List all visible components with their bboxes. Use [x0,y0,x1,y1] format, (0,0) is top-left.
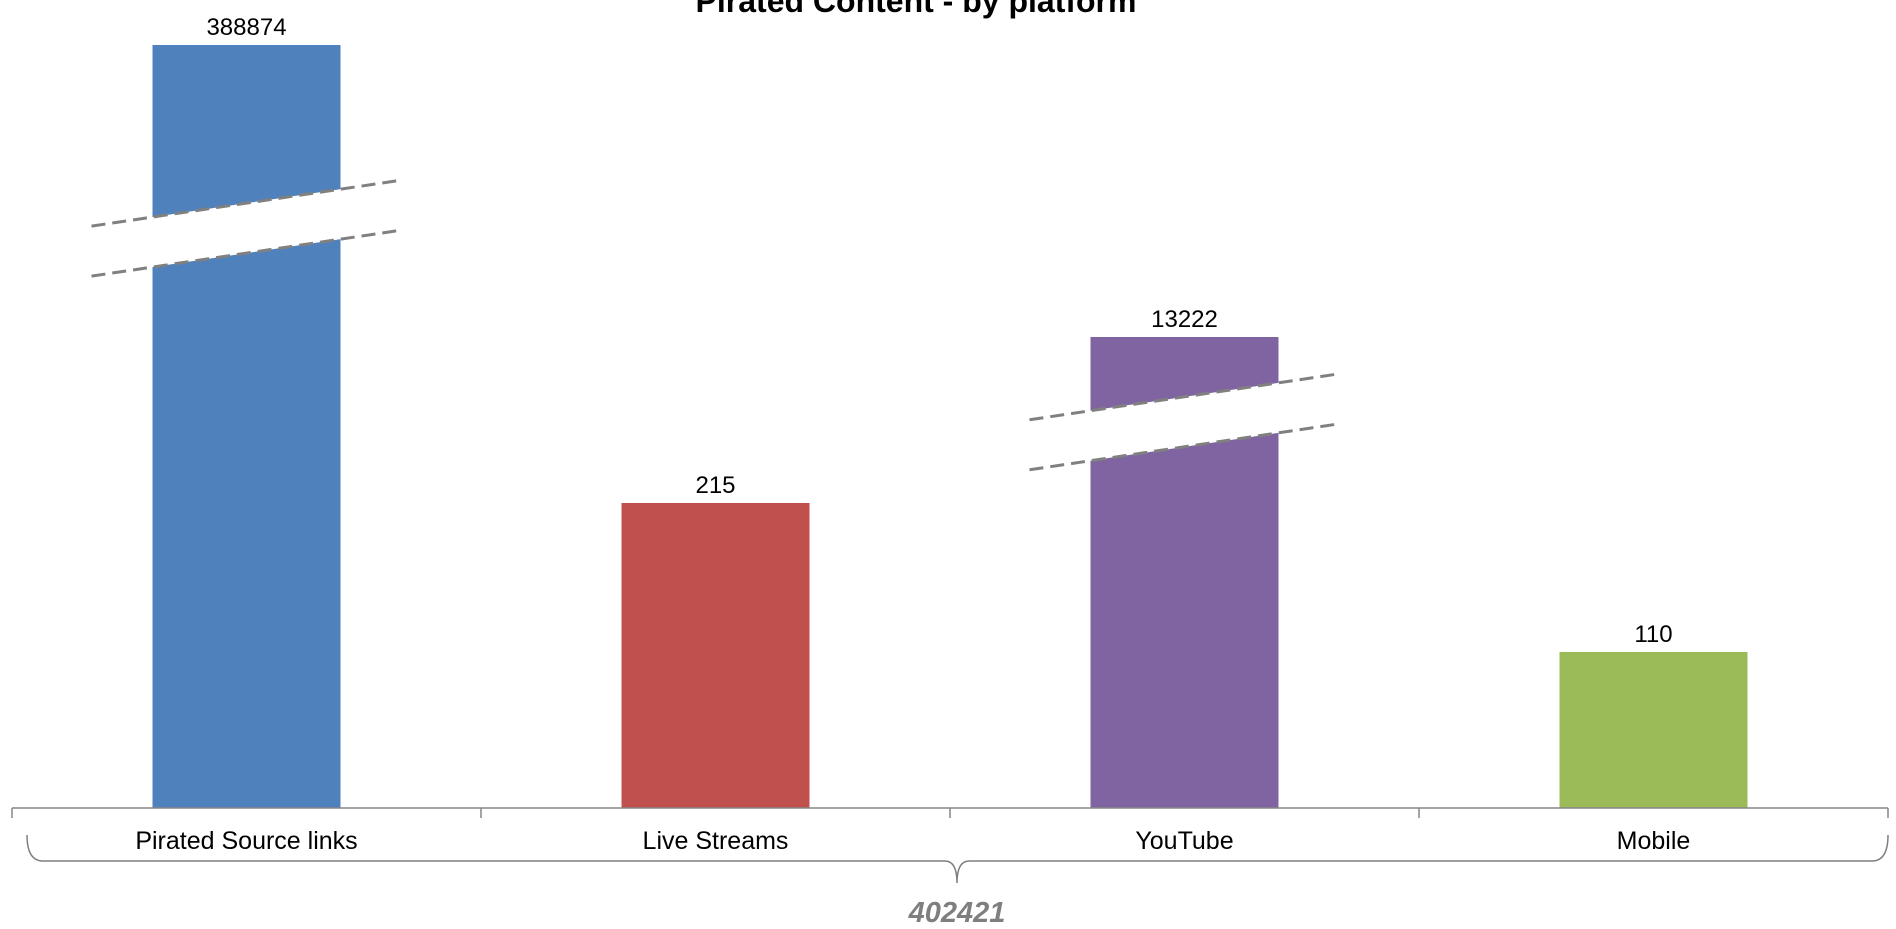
category-label: YouTube [1135,827,1233,855]
total-label: 402421 [908,897,1006,929]
category-label: Live Streams [643,827,789,855]
value-label: 215 [695,472,735,499]
labels-layer: 388874 Pirated Source links 215 Live Stream… [135,14,1690,855]
bar-mobile [1559,651,1748,808]
axis-break-marker [91,178,402,278]
bars-layer [91,45,1748,808]
value-label: 110 [1634,621,1672,648]
bar-live-streams [621,503,810,808]
category-label: Pirated Source links [135,827,357,855]
category-label: Mobile [1617,827,1691,855]
value-label: 388874 [206,14,286,41]
axis-break-marker [1029,372,1340,472]
total-brace [26,834,1889,884]
value-label: 13222 [1151,306,1218,333]
chart-title: Pirated Content - by platform [696,0,1137,19]
bar-pirated-source-links [152,45,341,808]
x-axis [11,807,1889,818]
